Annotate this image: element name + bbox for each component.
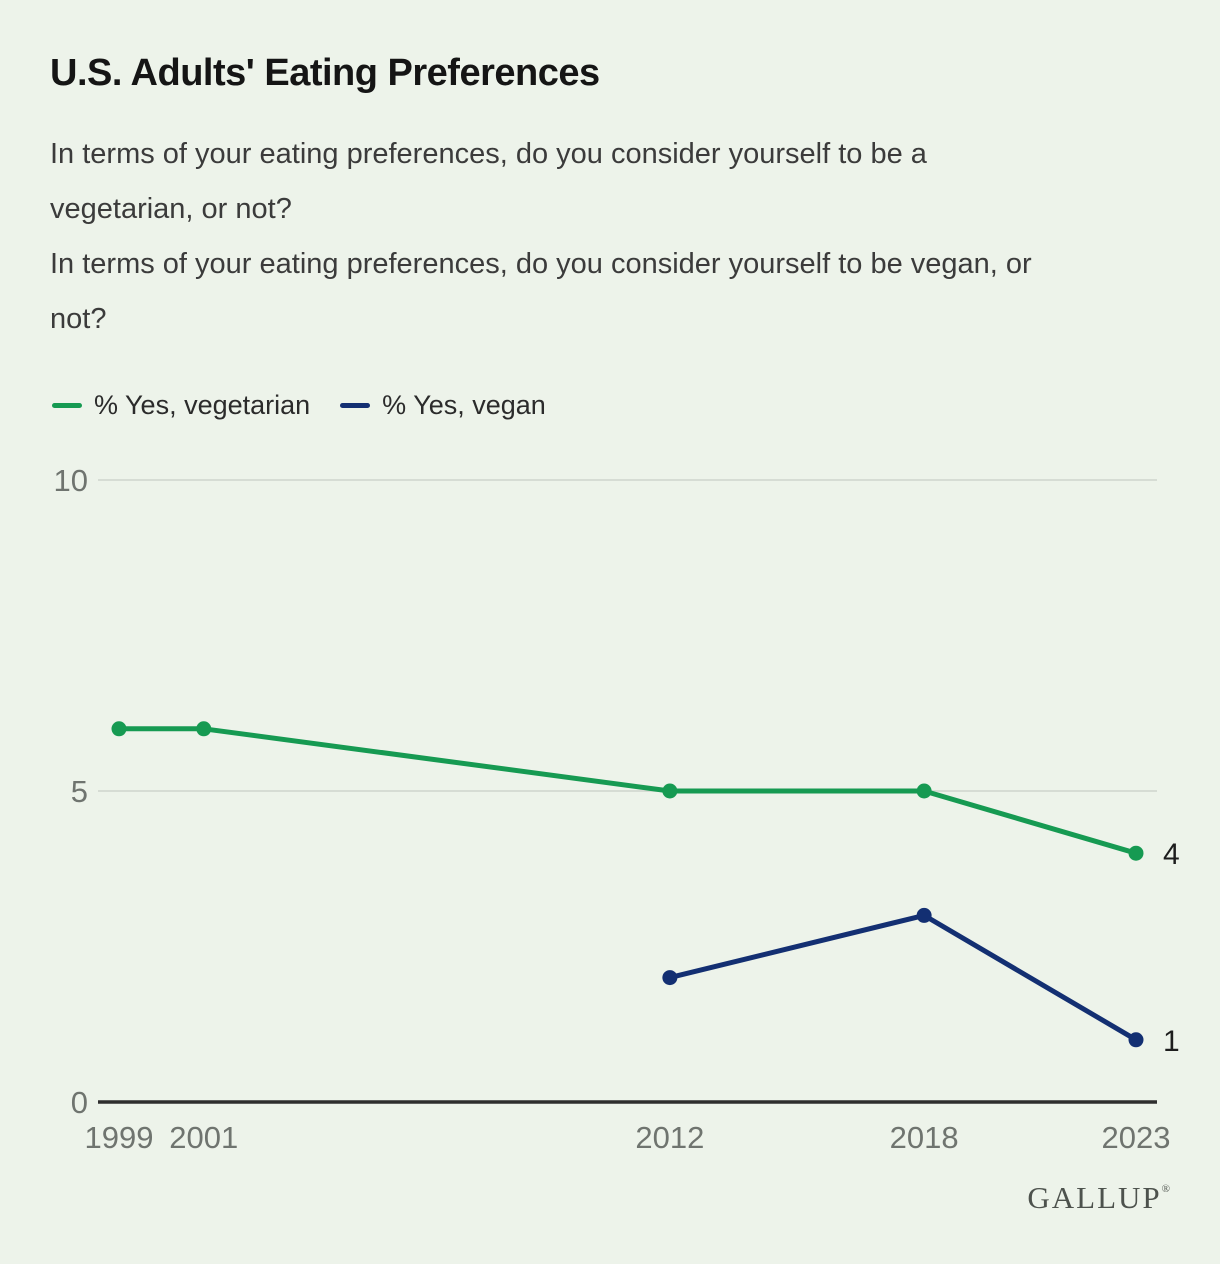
subtitle-line-4: not?	[50, 303, 107, 335]
gallup-logo: GALLUP®	[1027, 1180, 1170, 1216]
legend-item-vegetarian: % Yes, vegetarian	[52, 390, 310, 421]
legend-line-swatch-vegan	[340, 403, 371, 408]
data-point	[662, 970, 678, 986]
data-point	[196, 721, 212, 737]
chart-legend: % Yes, vegetarian % Yes, vegan	[52, 390, 546, 421]
subtitle-line-1: In terms of your eating preferences, do …	[50, 138, 927, 170]
data-point	[662, 783, 678, 799]
x-tick-label: 1999	[85, 1120, 154, 1155]
page-title: U.S. Adults' Eating Preferences	[50, 52, 600, 94]
y-tick-label: 0	[71, 1085, 88, 1120]
data-point	[1128, 845, 1144, 861]
x-tick-label: 2012	[635, 1120, 704, 1155]
chart-svg: 0 5 10 1999 2001 2012 2018 2023 4 1	[54, 463, 1180, 1155]
series-line-1	[667, 912, 1139, 1043]
data-point	[1128, 1032, 1144, 1048]
gallup-logo-text: GALLUP	[1027, 1180, 1162, 1215]
legend-label-vegetarian: % Yes, vegetarian	[94, 390, 311, 420]
subtitle-line-2: vegetarian, or not?	[50, 193, 292, 225]
chart-subtitle: In terms of your eating preferences, do …	[50, 127, 1032, 347]
subtitle-line-3: In terms of your eating preferences, do …	[50, 248, 1032, 280]
legend-line-swatch-vegetarian	[52, 403, 82, 408]
data-point	[111, 721, 127, 737]
x-tick-label: 2018	[890, 1120, 959, 1155]
x-tick-label: 2001	[169, 1120, 238, 1155]
data-point	[916, 907, 932, 923]
data-point	[916, 783, 932, 799]
end-value-label: 4	[1163, 838, 1180, 871]
legend-item-vegan: % Yes, vegan	[340, 390, 546, 421]
legend-label-vegan: % Yes, vegan	[382, 390, 546, 420]
y-tick-label: 5	[71, 774, 88, 809]
y-tick-label: 10	[54, 463, 88, 498]
end-value-label: 1	[1163, 1025, 1180, 1058]
registered-trademark-icon: ®	[1161, 1183, 1170, 1195]
x-tick-label: 2023	[1102, 1120, 1171, 1155]
